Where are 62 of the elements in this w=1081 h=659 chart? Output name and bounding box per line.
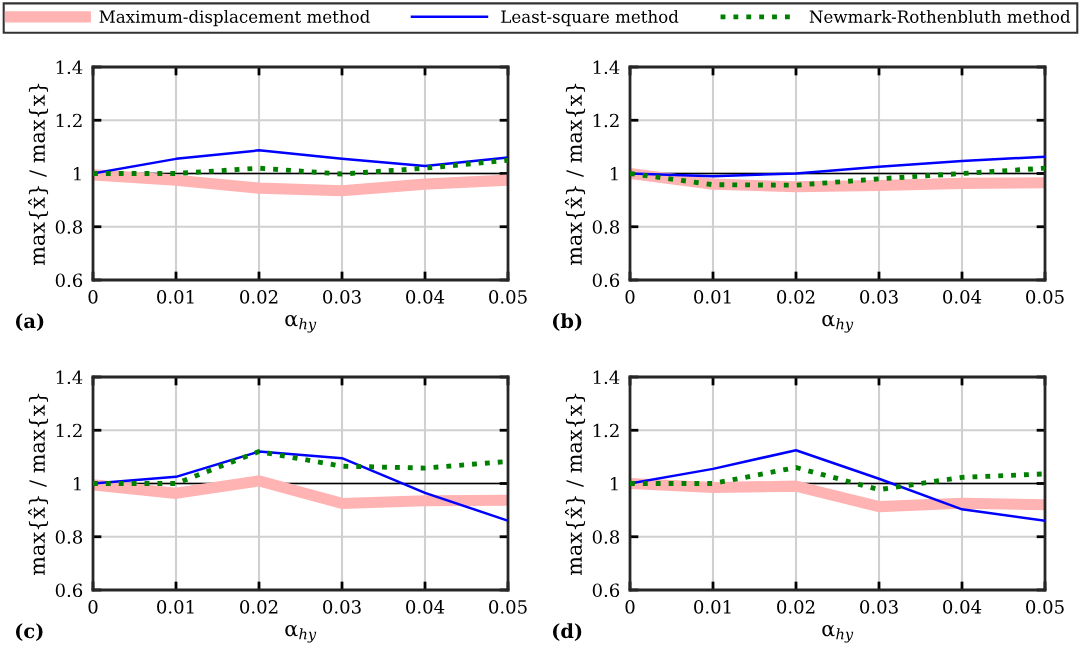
line-series — [93, 157, 508, 177]
x-tick-label: 0.04 — [406, 290, 445, 304]
legend-label: Maximum-displacement method — [99, 10, 370, 27]
y-tick-label: 0.8 — [592, 220, 620, 234]
x-tick-label: 0.05 — [1026, 290, 1064, 304]
x-tick-label: 0.05 — [489, 290, 527, 304]
y-tick-label: 1 — [610, 166, 618, 181]
x-axis-title: α$_{hy}$ — [285, 625, 317, 643]
line-series — [630, 165, 1045, 188]
y-tick-label: 1 — [610, 476, 618, 491]
x-tick-label: 0.01 — [694, 290, 731, 304]
x-axis-title: α$_{hy}$ — [285, 315, 317, 333]
text: (b) — [552, 313, 582, 331]
x-tick-label: 0.04 — [406, 600, 445, 614]
x-tick-label: 0 — [88, 290, 98, 304]
y-tick-label: 1.4 — [593, 370, 620, 385]
y-axis-title: max{x̂} / max{x} — [28, 83, 49, 266]
text: (d) — [552, 623, 582, 641]
x-tick-label: 0 — [88, 600, 98, 614]
x-tick-label: 0.03 — [323, 290, 361, 304]
y-tick-label: 1.2 — [56, 113, 82, 128]
x-tick-label: 0 — [625, 600, 635, 614]
y-tick-label: 0.6 — [55, 583, 83, 598]
text: (a) — [15, 313, 44, 331]
x-tick-label: 0.01 — [157, 290, 194, 304]
y-tick-label: 1.4 — [593, 60, 620, 75]
y-tick-label: 1.2 — [593, 423, 619, 438]
y-tick-label: 1 — [73, 476, 81, 491]
y-tick-label: 0.6 — [55, 273, 83, 288]
x-axis-title: α$_{hy}$ — [822, 315, 854, 333]
legend-label: Least-square method — [501, 10, 679, 27]
y-tick-label: 1.4 — [56, 370, 83, 385]
y-axis-title: max{x̂} / max{x} — [28, 393, 49, 576]
y-axis-title: max{x̂} / max{x} — [565, 83, 586, 266]
y-axis-title: max{x̂} / max{x} — [565, 393, 586, 576]
y-tick-label: 0.8 — [55, 220, 83, 234]
x-tick-label: 0.05 — [489, 600, 527, 614]
x-tick-label: 0.05 — [1026, 600, 1064, 614]
x-tick-label: 0.02 — [777, 600, 815, 614]
y-tick-label: 1.2 — [56, 423, 82, 438]
x-tick-label: 0.02 — [240, 600, 278, 614]
x-tick-label: 0.01 — [157, 600, 194, 614]
y-tick-label: 1.2 — [593, 113, 619, 128]
x-tick-label: 0 — [625, 290, 635, 304]
x-axis-title: α$_{hy}$ — [822, 625, 854, 643]
x-tick-label: 0.03 — [860, 290, 898, 304]
text: (c) — [15, 623, 43, 641]
y-tick-label: 0.8 — [592, 530, 620, 544]
y-tick-label: 1 — [73, 166, 81, 181]
x-tick-label: 0.03 — [860, 600, 898, 614]
y-tick-label: 0.6 — [592, 583, 620, 598]
legend-label: Newmark-Rothenbluth method — [809, 10, 1071, 23]
x-tick-label: 0.02 — [240, 290, 278, 304]
x-tick-label: 0.02 — [777, 290, 815, 304]
y-tick-label: 0.8 — [55, 530, 83, 544]
x-tick-label: 0.04 — [943, 600, 982, 614]
x-tick-label: 0.01 — [694, 600, 731, 614]
x-tick-label: 0.03 — [323, 600, 361, 614]
x-tick-label: 0.04 — [943, 290, 982, 304]
y-tick-label: 1.4 — [56, 60, 83, 75]
line-series — [630, 465, 1045, 493]
y-tick-label: 0.6 — [592, 273, 620, 288]
